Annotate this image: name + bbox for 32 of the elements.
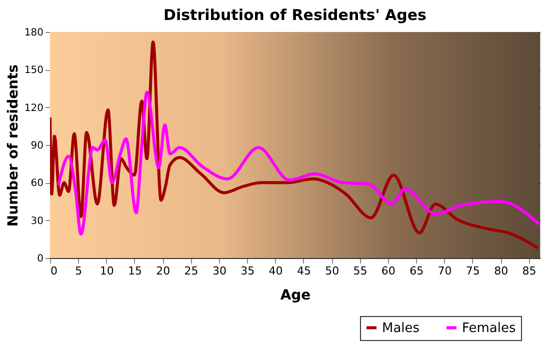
x-tick-label: 5 <box>75 264 82 278</box>
x-tick-label: 75 <box>466 264 480 278</box>
x-tick-label: 85 <box>522 264 536 278</box>
x-tick-label: 60 <box>381 264 396 278</box>
y-tick-label: 120 <box>24 102 44 114</box>
legend-label: Males <box>382 320 420 336</box>
legend-label: Females <box>462 320 516 336</box>
x-tick-label: 45 <box>296 264 311 278</box>
x-tick-label: 65 <box>410 264 424 278</box>
x-tick-label: 55 <box>353 264 368 278</box>
x-tick-label: 0 <box>50 264 58 278</box>
x-tick-label: 30 <box>212 264 226 278</box>
x-tick-label: 20 <box>156 264 170 278</box>
x-tick-label: 10 <box>100 264 114 278</box>
y-axis-title: Number of residents <box>5 64 22 227</box>
chart-title: Distribution of Residents' Ages <box>164 6 427 24</box>
x-tick-label: 15 <box>128 264 142 278</box>
x-tick-label: 25 <box>184 264 198 278</box>
x-tick-label: 50 <box>325 264 340 278</box>
x-tick-label: 80 <box>494 264 508 278</box>
line-series <box>56 90 540 236</box>
x-tick-label: 35 <box>240 264 255 278</box>
y-tick-label: 30 <box>30 216 44 227</box>
y-tick-label: 60 <box>30 178 44 190</box>
y-tick-label: 90 <box>30 140 44 152</box>
x-tick-label: 70 <box>438 264 452 278</box>
y-tick-label: 180 <box>24 28 44 38</box>
y-tick-label: 150 <box>24 65 44 76</box>
line-series <box>50 40 540 250</box>
y-tick-label: 0 <box>37 254 44 264</box>
x-tick-label: 40 <box>268 264 283 278</box>
x-axis-title: Age <box>280 288 311 304</box>
